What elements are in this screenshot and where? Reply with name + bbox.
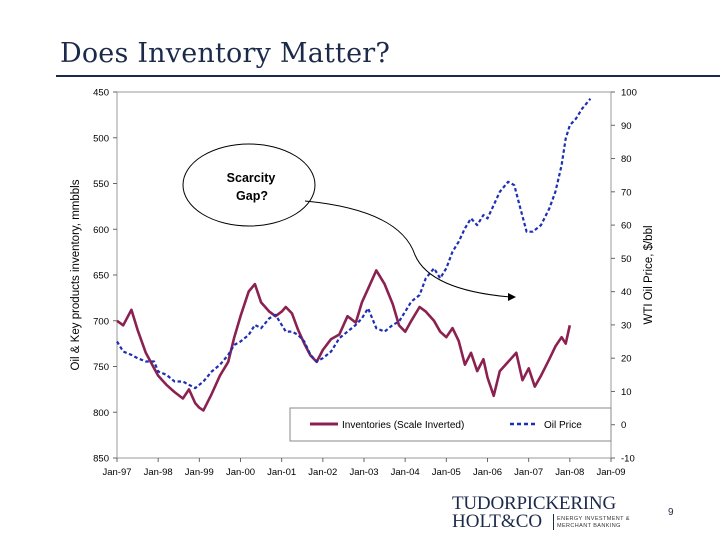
right-axis-tick-label: 50: [621, 254, 632, 265]
right-axis-tick-label: 30: [621, 320, 632, 331]
left-axis-tick-label: 450: [93, 88, 109, 99]
x-axis-tick-label: Jan-99: [185, 467, 214, 478]
right-axis-tick-label: 80: [621, 154, 632, 165]
logo-line2: HOLT&CO: [452, 511, 543, 532]
left-axis-tick-label: 500: [93, 133, 109, 144]
right-axis-tick-label: 10: [621, 387, 632, 398]
x-axis-tick-label: Jan-97: [102, 467, 131, 478]
right-axis-label: WTI Oil Price, $/bbl: [643, 225, 655, 324]
right-axis-tick-label: 40: [621, 287, 632, 298]
x-axis-tick-label: Jan-09: [596, 467, 625, 478]
legend-label-inventories: Inventories (Scale Inverted): [342, 420, 464, 431]
annotation-arrowhead: [508, 293, 516, 301]
right-axis-tick-label: 60: [621, 221, 632, 232]
x-axis-tick-label: Jan-02: [308, 467, 337, 478]
left-axis-tick-label: 750: [93, 362, 109, 373]
left-axis-tick-label: 650: [93, 271, 109, 282]
x-axis-tick-label: Jan-98: [144, 467, 173, 478]
right-axis-tick-label: 90: [621, 121, 632, 132]
legend-label-oil-price: Oil Price: [544, 420, 582, 431]
series-inventories-line: [116, 269, 572, 412]
logo-separator: [553, 514, 554, 530]
x-axis-tick-label: Jan-00: [226, 467, 255, 478]
series-oil-price-line: [116, 97, 592, 390]
x-axis-tick-label: Jan-04: [391, 467, 420, 478]
x-axis-tick-label: Jan-05: [432, 467, 461, 478]
right-axis-tick-label: -10: [621, 454, 635, 465]
right-axis-tick-label: 70: [621, 187, 632, 198]
logo-tagline: ENERGY INVESTMENT & MERCHANT BANKING: [557, 516, 630, 529]
annotation-text-line1: Scarcity: [227, 171, 276, 185]
left-axis-tick-label: 600: [93, 225, 109, 236]
plot-area: [116, 91, 612, 459]
left-axis-tick-label: 700: [93, 316, 109, 327]
left-axis-tick-label: 800: [93, 408, 109, 419]
slide-title: Does Inventory Matter?: [60, 38, 391, 69]
x-axis-tick-label: Jan-06: [473, 467, 502, 478]
left-axis-label: Oil & Key products inventory, mmbbls: [70, 179, 82, 370]
left-axis-tick-label: 850: [93, 454, 109, 465]
title-rule: [56, 75, 720, 77]
x-axis-tick-label: Jan-07: [514, 467, 543, 478]
page-number: 9: [668, 507, 674, 518]
x-axis-tick-label: Jan-08: [555, 467, 584, 478]
annotation-arrow: [304, 200, 511, 298]
right-axis-tick-label: 100: [621, 88, 637, 99]
left-axis-tick-label: 550: [93, 179, 109, 190]
x-axis-tick-label: Jan-01: [267, 467, 296, 478]
logo-line1: TUDORPICKERING: [452, 493, 616, 514]
legend-box: [289, 407, 612, 442]
right-axis-tick-label: 20: [621, 354, 632, 365]
x-axis-tick-label: Jan-03: [349, 467, 378, 478]
company-logo: TUDORPICKERING HOLT&CO ENERGY INVESTMENT…: [452, 494, 632, 534]
annotation-bubble: [182, 143, 316, 227]
annotation-text-line2: Gap?: [236, 189, 268, 203]
right-axis-tick-label: 0: [621, 420, 626, 431]
